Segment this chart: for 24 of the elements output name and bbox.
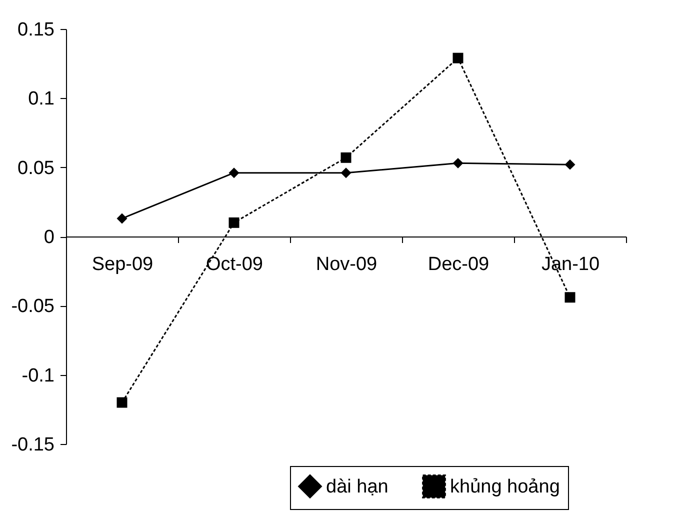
y-tick-label: -0.05 <box>11 296 54 318</box>
y-tick-label: 0 <box>44 227 54 248</box>
y-tick-label: 0.1 <box>28 88 54 110</box>
y-tick-label: 0.05 <box>18 158 54 179</box>
x-tick-label: Nov-09 <box>316 254 378 275</box>
legend-label: dài hạn <box>326 476 388 498</box>
x-tick-label: Dec-09 <box>428 254 490 275</box>
point <box>228 168 240 178</box>
x-tick-label: Sep-09 <box>92 254 154 275</box>
x-tick-label: Jan-10 <box>541 254 600 275</box>
point <box>228 217 240 228</box>
point <box>564 159 576 170</box>
legend-label: khủng hoảng <box>450 476 560 498</box>
point <box>452 158 464 168</box>
point <box>564 292 576 303</box>
point <box>340 152 352 163</box>
x-tick-label: Oct-09 <box>206 254 264 275</box>
y-tick-label: 0.15 <box>18 20 54 40</box>
point <box>340 168 352 178</box>
point <box>116 397 128 408</box>
point <box>116 213 128 224</box>
y-tick-label: -0.1 <box>22 365 54 386</box>
y-tick-label: -0.15 <box>11 434 54 456</box>
point <box>452 52 464 64</box>
